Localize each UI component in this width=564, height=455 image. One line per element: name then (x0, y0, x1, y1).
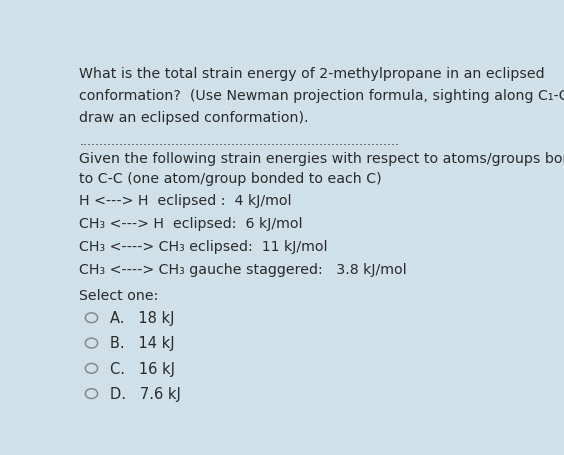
Text: to C-C (one atom/group bonded to each C): to C-C (one atom/group bonded to each C) (79, 172, 382, 186)
Text: draw an eclipsed conformation).: draw an eclipsed conformation). (79, 110, 309, 124)
Text: H <---> H  eclipsed :  4 kJ/mol: H <---> H eclipsed : 4 kJ/mol (79, 194, 292, 208)
Text: CH₃ <----> CH₃ gauche staggered:   3.8 kJ/mol: CH₃ <----> CH₃ gauche staggered: 3.8 kJ/… (79, 263, 407, 276)
Text: A.   18 kJ: A. 18 kJ (110, 310, 174, 325)
Text: CH₃ <---> H  eclipsed:  6 kJ/mol: CH₃ <---> H eclipsed: 6 kJ/mol (79, 217, 303, 231)
Text: Given the following strain energies with respect to atoms/groups bonded: Given the following strain energies with… (79, 152, 564, 166)
Text: What is the total strain energy of 2-methylpropane in an eclipsed: What is the total strain energy of 2-met… (79, 67, 545, 81)
Text: C.   16 kJ: C. 16 kJ (110, 361, 175, 376)
Text: conformation?  (Use Newman projection formula, sighting along C₁-C₂ bond;: conformation? (Use Newman projection for… (79, 89, 564, 102)
Text: D.   7.6 kJ: D. 7.6 kJ (110, 386, 180, 401)
Text: Select one:: Select one: (79, 288, 158, 303)
Text: B.   14 kJ: B. 14 kJ (110, 336, 174, 350)
Text: ................................................................................: ........................................… (79, 135, 399, 148)
Text: CH₃ <----> CH₃ eclipsed:  11 kJ/mol: CH₃ <----> CH₃ eclipsed: 11 kJ/mol (79, 240, 328, 253)
